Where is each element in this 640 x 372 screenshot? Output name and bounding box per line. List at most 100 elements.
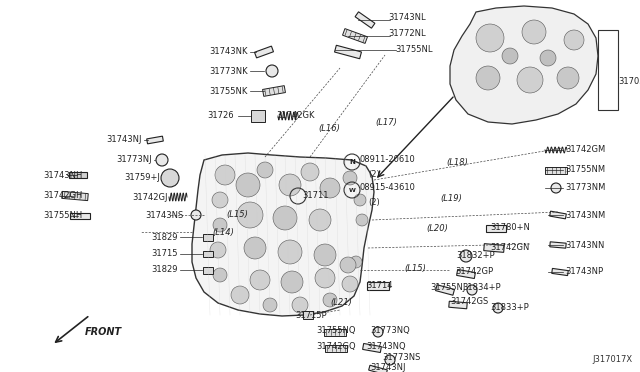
Circle shape	[156, 154, 168, 166]
Polygon shape	[449, 301, 467, 309]
Text: (L17): (L17)	[375, 118, 397, 126]
Text: 31755NM: 31755NM	[565, 166, 605, 174]
Circle shape	[356, 214, 368, 226]
Circle shape	[309, 209, 331, 231]
Text: 31743NJ: 31743NJ	[370, 363, 406, 372]
Text: 31715P: 31715P	[295, 311, 326, 320]
Circle shape	[213, 218, 227, 232]
Polygon shape	[484, 244, 504, 252]
Text: 31829: 31829	[152, 266, 178, 275]
Text: N: N	[349, 159, 355, 165]
Text: 31743NH: 31743NH	[43, 170, 83, 180]
Text: 31743NJ: 31743NJ	[106, 135, 142, 144]
Polygon shape	[550, 242, 566, 248]
Text: (L14): (L14)	[212, 228, 234, 237]
Text: 31715: 31715	[152, 250, 178, 259]
Polygon shape	[552, 269, 568, 276]
Text: (L19): (L19)	[440, 193, 462, 202]
Text: 08911-20610: 08911-20610	[360, 155, 416, 164]
Polygon shape	[70, 213, 90, 219]
Circle shape	[237, 202, 263, 228]
Text: (L20): (L20)	[426, 224, 448, 232]
Text: 31743NQ: 31743NQ	[366, 341, 406, 350]
Text: 31829: 31829	[152, 232, 178, 241]
Circle shape	[231, 286, 249, 304]
Circle shape	[314, 244, 336, 266]
Circle shape	[213, 268, 227, 282]
Text: (L21): (L21)	[330, 298, 352, 307]
Text: 31742GM: 31742GM	[565, 145, 605, 154]
Text: 08915-43610: 08915-43610	[360, 183, 416, 192]
Text: 31773NS: 31773NS	[382, 353, 420, 362]
Circle shape	[250, 270, 270, 290]
Text: J317017X: J317017X	[592, 355, 632, 364]
Circle shape	[460, 250, 472, 262]
Text: 31726: 31726	[207, 112, 234, 121]
Text: 31705: 31705	[618, 77, 640, 87]
Polygon shape	[550, 211, 566, 219]
Text: 31743NP: 31743NP	[565, 267, 603, 276]
Polygon shape	[303, 311, 313, 319]
Circle shape	[301, 163, 319, 181]
Polygon shape	[363, 343, 381, 353]
Polygon shape	[324, 328, 346, 336]
Circle shape	[266, 65, 278, 77]
Polygon shape	[147, 136, 163, 144]
Text: 31773NQ: 31773NQ	[370, 326, 410, 334]
Text: 31742GN: 31742GN	[490, 244, 529, 253]
Text: (2): (2)	[368, 198, 380, 206]
Polygon shape	[342, 29, 367, 44]
Text: 31755NJ: 31755NJ	[430, 283, 465, 292]
Text: 31755NL: 31755NL	[395, 45, 433, 55]
Polygon shape	[251, 110, 265, 122]
Circle shape	[522, 20, 546, 44]
Text: 31742GQ: 31742GQ	[316, 341, 356, 350]
Text: 31711: 31711	[302, 190, 328, 199]
Circle shape	[517, 67, 543, 93]
Text: 31743NN: 31743NN	[565, 241, 604, 250]
Text: 31743NL: 31743NL	[388, 13, 426, 22]
Text: 31834+P: 31834+P	[462, 283, 500, 292]
Text: (L15): (L15)	[404, 263, 426, 273]
Circle shape	[244, 237, 266, 259]
Circle shape	[215, 165, 235, 185]
Circle shape	[385, 355, 395, 365]
Circle shape	[257, 162, 273, 178]
Circle shape	[212, 192, 228, 208]
Circle shape	[278, 240, 302, 264]
Polygon shape	[367, 282, 389, 290]
Circle shape	[161, 169, 179, 187]
Text: 31742GK: 31742GK	[276, 112, 314, 121]
Circle shape	[354, 194, 366, 206]
Text: 31755NK: 31755NK	[210, 87, 248, 96]
Circle shape	[467, 285, 477, 295]
Circle shape	[493, 303, 503, 313]
Polygon shape	[262, 86, 285, 96]
Polygon shape	[203, 266, 213, 273]
Circle shape	[281, 271, 303, 293]
Text: 31742GP: 31742GP	[455, 267, 493, 276]
Text: 31743NK: 31743NK	[209, 48, 248, 57]
Polygon shape	[436, 285, 454, 295]
Circle shape	[476, 66, 500, 90]
Circle shape	[551, 183, 561, 193]
Circle shape	[292, 297, 308, 313]
Circle shape	[373, 327, 383, 337]
Polygon shape	[61, 191, 88, 201]
Polygon shape	[203, 234, 213, 241]
Text: 31755NQ: 31755NQ	[316, 326, 355, 334]
Text: 31742GH: 31742GH	[43, 192, 83, 201]
Polygon shape	[369, 365, 387, 372]
Text: 31742GJ: 31742GJ	[132, 192, 168, 202]
Text: 31780+N: 31780+N	[490, 224, 530, 232]
Polygon shape	[192, 153, 374, 316]
Text: 31773NK: 31773NK	[209, 67, 248, 77]
Circle shape	[342, 276, 358, 292]
Circle shape	[350, 256, 362, 268]
Polygon shape	[486, 224, 506, 231]
Circle shape	[476, 24, 504, 52]
Circle shape	[315, 268, 335, 288]
Circle shape	[323, 293, 337, 307]
Polygon shape	[456, 269, 476, 279]
Text: (L18): (L18)	[446, 157, 468, 167]
